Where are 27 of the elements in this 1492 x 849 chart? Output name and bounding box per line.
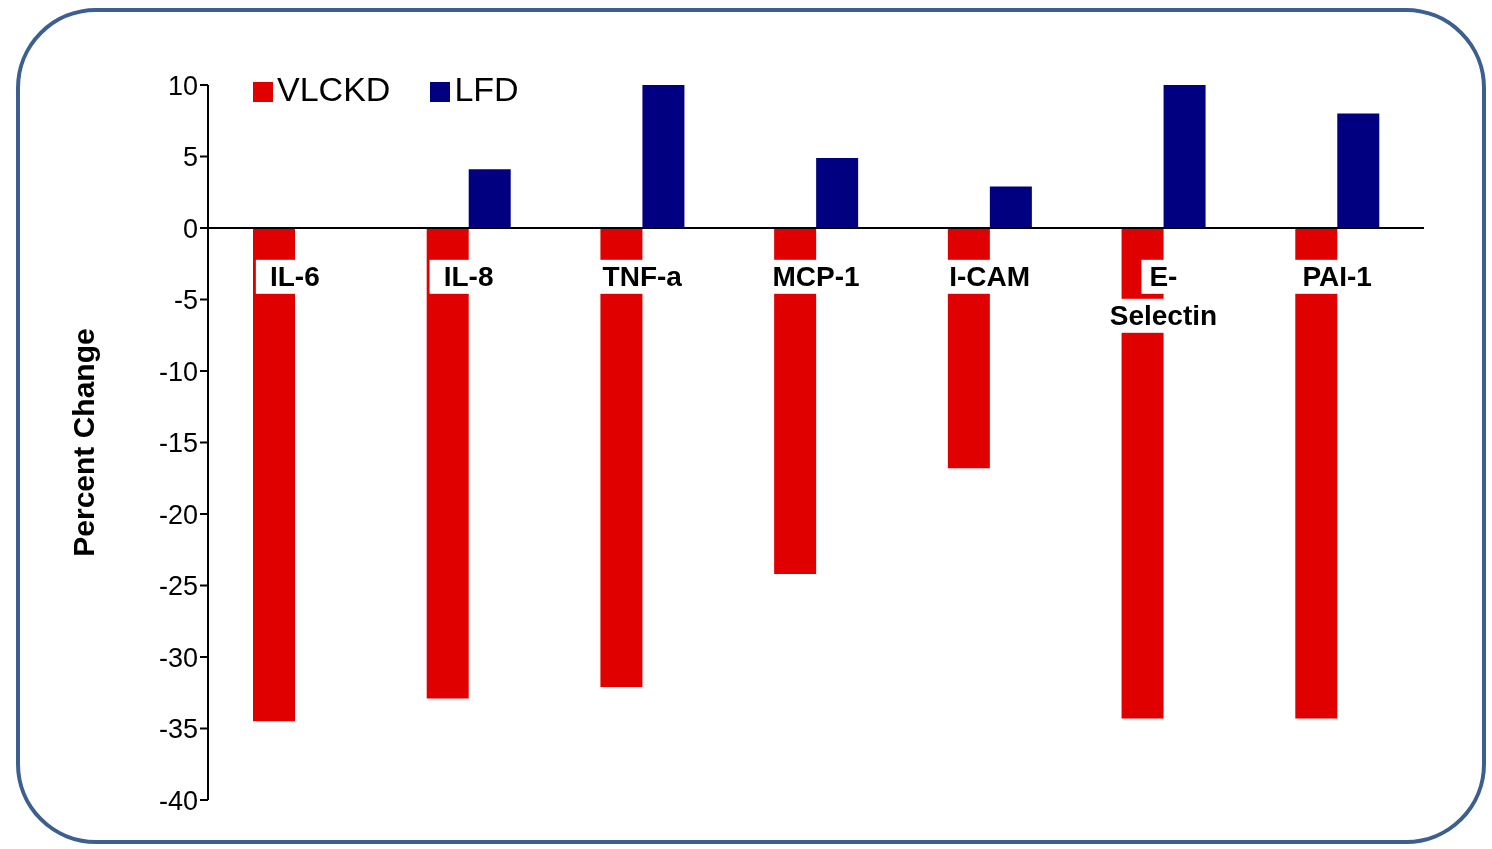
bar [1163, 85, 1206, 228]
y-tick-label: 10 [167, 70, 198, 101]
bar [642, 85, 685, 228]
y-tick-label: 0 [182, 213, 198, 244]
legend-label: VLCKD [277, 70, 391, 108]
y-tick-label: -25 [158, 571, 198, 602]
x-tick-label: IL-8 [443, 260, 494, 292]
y-tick-label: -10 [158, 356, 198, 387]
y-tick-label: 5 [182, 142, 198, 173]
x-tick-label: IL-6 [269, 260, 320, 292]
x-tick-label: I-CAM [949, 260, 1031, 292]
y-tick-label: -35 [158, 714, 198, 745]
bar [468, 169, 511, 228]
y-tick-label: -30 [158, 642, 198, 673]
y-tick-label: -5 [173, 285, 198, 316]
y-tick-label: -20 [158, 499, 198, 530]
x-tick-label: PAI-1 [1302, 260, 1372, 292]
legend-label: LFD [454, 70, 519, 108]
x-tick-label: MCP-1 [772, 260, 860, 292]
x-tick-label: TNF-a [602, 260, 683, 292]
bar [989, 186, 1032, 228]
bar [1337, 113, 1380, 228]
bar [816, 157, 859, 228]
x-tick-label: E-Selectin [1109, 260, 1218, 331]
y-tick-label: -40 [158, 785, 198, 816]
y-axis-title: Percent Change [66, 328, 100, 557]
y-tick-label: -15 [158, 428, 198, 459]
